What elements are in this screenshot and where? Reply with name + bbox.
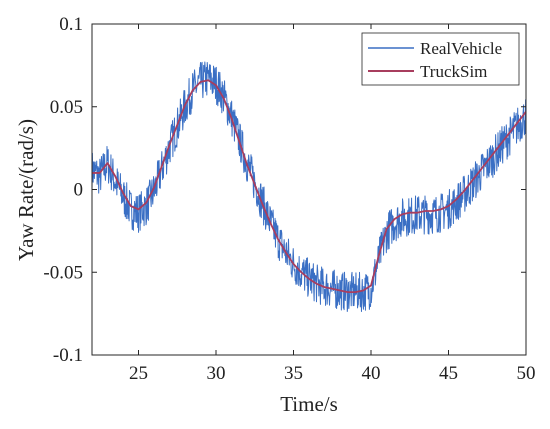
legend-label-realvehicle: RealVehicle xyxy=(420,39,502,58)
legend-box xyxy=(361,32,520,86)
y-tick-label: -0.1 xyxy=(53,345,83,366)
x-tick-label: 25 xyxy=(129,363,148,384)
legend-label-trucksim: TruckSim xyxy=(420,62,487,81)
x-tick-label: 30 xyxy=(207,363,226,384)
x-tick-label: 50 xyxy=(517,363,536,384)
tick-layer: 25 30 35 40 45 50 -0.1 -0.05 0 0.05 0.1 xyxy=(43,14,535,384)
x-tick-label: 45 xyxy=(439,363,458,384)
y-tick-label: 0.05 xyxy=(50,97,83,118)
x-axis-label: Time/s xyxy=(280,392,338,416)
y-tick-label: -0.05 xyxy=(43,262,83,283)
x-tick-label: 35 xyxy=(284,363,303,384)
y-tick-label: 0.1 xyxy=(59,14,83,35)
y-tick-label: 0 xyxy=(74,180,84,201)
series-line-trucksim xyxy=(92,79,526,294)
x-tick-label: 40 xyxy=(362,363,381,384)
legend: RealVehicle TruckSim xyxy=(361,32,520,86)
y-axis-label: Yaw Rate/(rad/s) xyxy=(14,119,38,261)
series-layer xyxy=(92,61,526,312)
